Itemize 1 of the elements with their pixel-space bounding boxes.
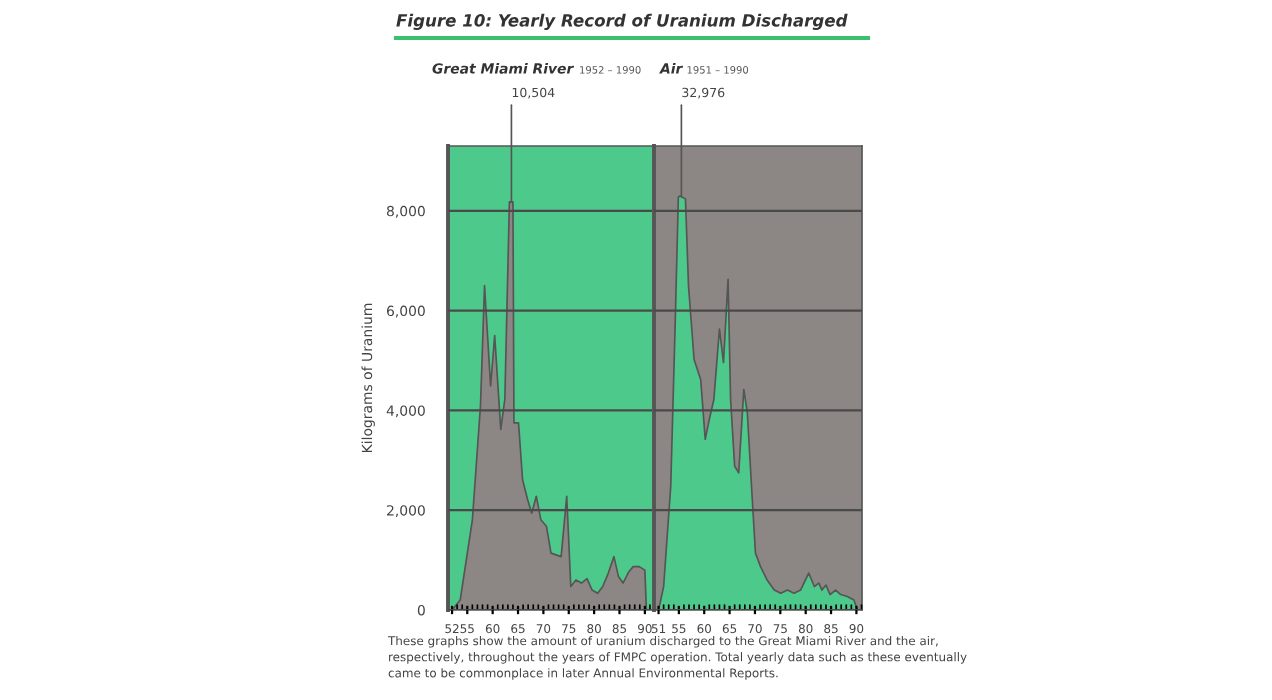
caption: Figure 10: Yearly Record of Uranium Discharged — [396, 13, 848, 30]
